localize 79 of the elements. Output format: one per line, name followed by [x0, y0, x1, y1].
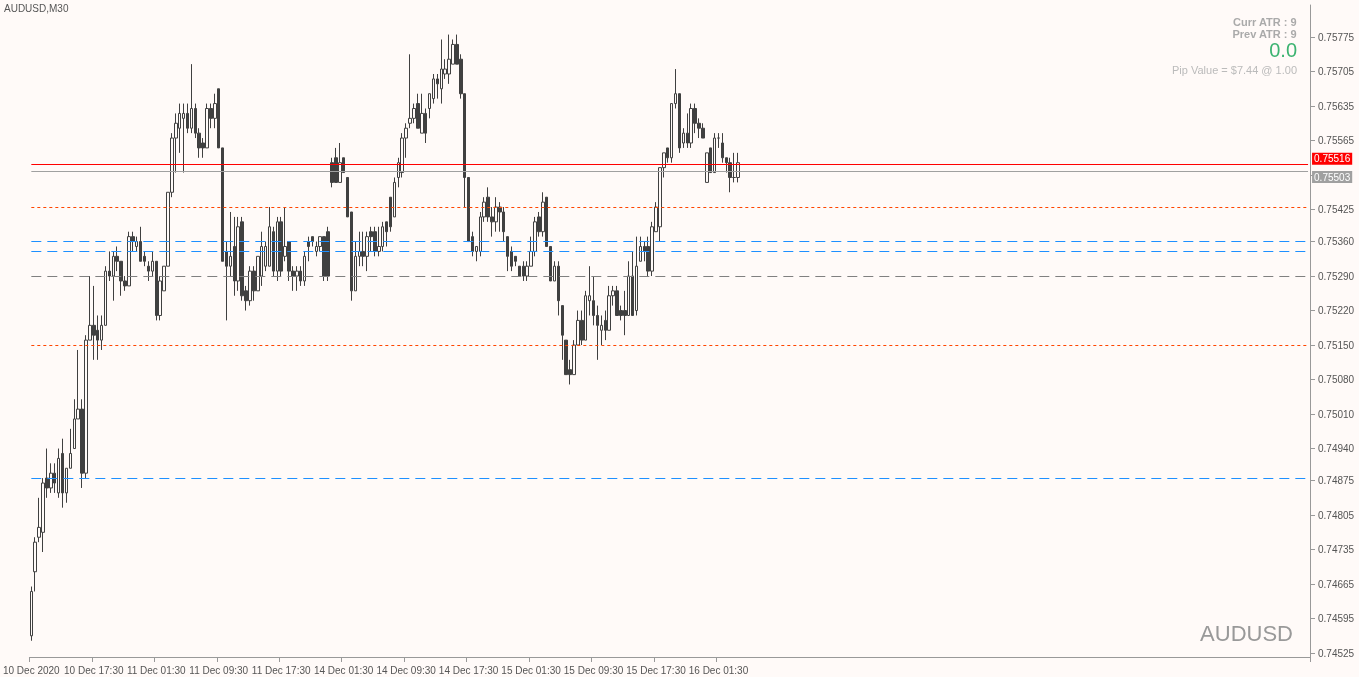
candlestick [701, 122, 705, 139]
candlestick [334, 147, 338, 183]
x-tick-label: 14 Dec 09:30 [376, 664, 437, 676]
candlestick [303, 250, 306, 287]
candlestick [295, 265, 299, 292]
candlestick [139, 226, 142, 262]
candlestick [233, 216, 236, 297]
x-tick-label: 11 Dec 17:30 [251, 664, 311, 676]
candlestick [112, 250, 115, 302]
x-tick-label: 15 Dec 17:30 [626, 664, 687, 676]
x-tick-label: 10 Dec 17:30 [64, 664, 124, 676]
candlestick [689, 103, 693, 149]
y-tick-label: 0.75565 [1318, 135, 1355, 147]
y-tick-label: 0.75010 [1318, 408, 1355, 420]
annotation: 0.0 [1269, 39, 1298, 61]
annotation: Curr ATR : 9 [1233, 15, 1297, 28]
x-tick-label: 15 Dec 09:30 [563, 664, 624, 676]
candlestick [307, 236, 310, 262]
ref-line-label: 0.75503 [1314, 171, 1351, 183]
y-tick-label: 0.74805 [1318, 509, 1355, 521]
candlestick [127, 231, 131, 287]
candlestick [276, 216, 279, 282]
x-tick-label: 10 Dec 2020 [2, 664, 61, 676]
y-tick-label: 0.74525 [1318, 647, 1355, 659]
y-tick-label: 0.74595 [1318, 613, 1355, 625]
annotation: AUDUSD,M30 [4, 2, 69, 14]
candlestick [61, 438, 64, 509]
candlestick [440, 39, 443, 105]
x-tick-label: 16 Dec 01:30 [688, 664, 749, 676]
y-tick-label: 0.74665 [1318, 578, 1355, 590]
candlestick [373, 226, 377, 257]
candlestick [713, 132, 716, 174]
y-tick-label: 0.75290 [1318, 270, 1355, 282]
y-tick-label: 0.75775 [1318, 31, 1355, 43]
candlestick [190, 63, 193, 134]
candlestick [260, 231, 263, 287]
ref-line-label: 0.75516 [1314, 153, 1351, 165]
candlestick [408, 53, 412, 129]
y-tick-label: 0.75635 [1318, 100, 1355, 112]
y-tick-label: 0.75425 [1318, 204, 1355, 216]
x-tick-label: 15 Dec 01:30 [501, 664, 562, 676]
y-tick-label: 0.75220 [1318, 305, 1355, 317]
x-tick-label: 11 Dec 01:30 [126, 664, 187, 676]
x-tick-label: 11 Dec 09:30 [189, 664, 249, 676]
annotation: AUDUSD [1200, 620, 1294, 646]
candlestick [557, 260, 560, 316]
candlestick [615, 285, 619, 316]
candlestick [522, 260, 525, 282]
candlestick [381, 221, 384, 252]
candlestick [338, 142, 342, 183]
y-tick-label: 0.74735 [1318, 544, 1355, 556]
candlestick [30, 586, 33, 642]
candlestick [361, 231, 365, 267]
candlestick [311, 236, 314, 247]
candlestick [728, 157, 732, 193]
candlestick [635, 236, 638, 316]
candlestick [33, 536, 37, 592]
annotation: Pip Value = $7.44 @ 1.00 [1171, 63, 1298, 76]
candlestick [248, 265, 252, 307]
y-tick-label: 0.75705 [1318, 66, 1355, 78]
candlestick [717, 132, 720, 149]
candlestick [639, 236, 642, 262]
annotation: Prev ATR : 9 [1232, 27, 1297, 40]
y-tick-label: 0.74875 [1318, 475, 1355, 487]
x-tick-label: 14 Dec 01:30 [313, 664, 374, 676]
candlestick [377, 226, 381, 257]
y-tick-label: 0.74940 [1318, 443, 1355, 455]
candlestick [518, 265, 521, 277]
candlestick [447, 34, 451, 85]
y-tick-label: 0.75360 [1318, 236, 1355, 248]
candlestick [506, 236, 509, 272]
candlestick [365, 231, 369, 272]
candlestick [502, 206, 505, 243]
y-tick-label: 0.75150 [1318, 339, 1355, 351]
candlestick [494, 196, 498, 233]
x-tick-label: 14 Dec 17:30 [438, 664, 499, 676]
candlestick [326, 226, 330, 282]
y-tick-label: 0.75080 [1318, 374, 1355, 386]
candlestick [182, 103, 185, 174]
